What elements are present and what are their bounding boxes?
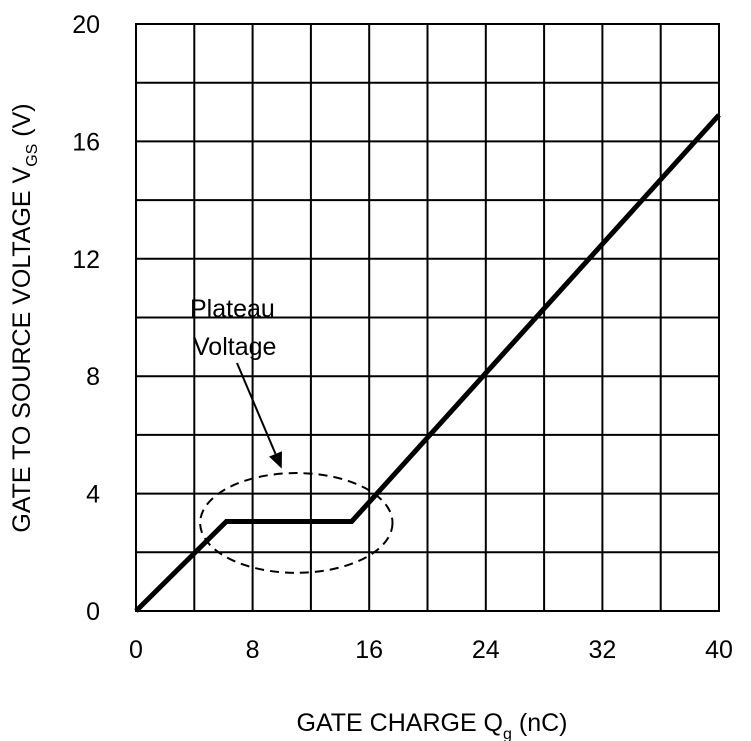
- y-tick-label: 12: [72, 246, 100, 274]
- y-axis-label-subscript: GS: [24, 144, 41, 167]
- annotation-arrow: [236, 362, 277, 455]
- x-tick-label: 40: [705, 636, 733, 664]
- series-line: [134, 113, 721, 613]
- x-tick-label: 16: [355, 636, 383, 664]
- y-tick-label: 4: [86, 481, 100, 509]
- annotation-label-voltage: Voltage: [193, 333, 276, 361]
- y-axis-label-unit: (V): [8, 103, 36, 143]
- y-tick-label: 20: [72, 11, 100, 39]
- tick-labels: 0 8 16 24 32 40 0 4 8 12 16 20: [72, 11, 733, 664]
- x-tick-label: 0: [129, 636, 143, 664]
- y-axis-label-text: GATE TO SOURCE VOLTAGE V: [8, 166, 36, 532]
- y-tick-label: 16: [72, 128, 100, 156]
- y-tick-label: 8: [86, 363, 100, 391]
- x-tick-label: 32: [588, 636, 616, 664]
- annotation-arrow-head: [269, 451, 282, 469]
- y-tick-label: 0: [86, 598, 100, 626]
- x-tick-label: 8: [246, 636, 260, 664]
- annotation-label-plateau: Plateau: [190, 295, 275, 323]
- x-axis-label-text: GATE CHARGE Q: [297, 709, 504, 737]
- grid: [136, 24, 719, 611]
- plateau-annotation: Plateau Voltage: [190, 295, 394, 574]
- x-axis-label-unit: (nC): [512, 709, 568, 737]
- plot-frame: [135, 23, 720, 612]
- x-axis-label-subscript: g: [503, 726, 512, 741]
- series-layer: [134, 113, 721, 613]
- x-axis-label: GATE CHARGE Qg (nC): [297, 709, 568, 741]
- x-tick-label: 24: [472, 636, 500, 664]
- y-axis-label: GATE TO SOURCE VOLTAGE VGS (V): [8, 103, 41, 532]
- plateau-ellipse: [199, 472, 394, 574]
